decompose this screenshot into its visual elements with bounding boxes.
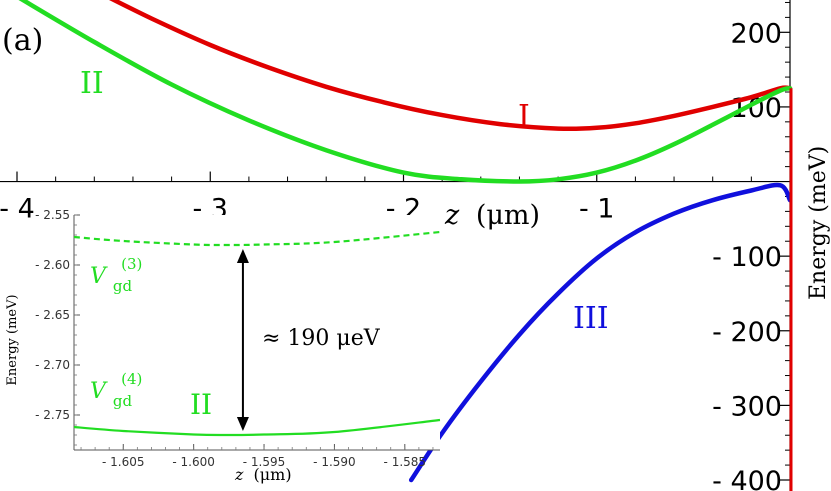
energy-gap-arrow-head-top: [236, 249, 249, 263]
inset-background: [74, 215, 440, 450]
inset-x-tick-label: - 1.605: [102, 455, 145, 469]
inset-curve-label-II: II: [190, 388, 212, 421]
main-y-tick-label: - 300: [712, 391, 782, 422]
label-vgd3-main: V: [90, 264, 108, 289]
inset-y-tick-label: - 2.65: [35, 308, 70, 322]
curve-label-I: I: [518, 99, 530, 134]
label-vgd3-sub: gd: [113, 277, 133, 295]
label-vgd4: V gd (4): [90, 370, 142, 412]
main-ylabel: Energy (meV): [806, 146, 831, 300]
main-plot: [18, 0, 793, 491]
curve-label-III: III: [573, 301, 609, 336]
inset-y-tick-label: - 2.60: [35, 258, 70, 272]
panel-label: (a): [2, 23, 43, 58]
inset-chart: - 1.605 - 1.600 - 1.595 - 1.590 - 1.585 - 2.5…: [5, 208, 441, 484]
series-II-line: [18, 0, 793, 184]
inset-x-tick-label: - 1.585: [384, 455, 427, 469]
curve-label-II: II: [80, 66, 104, 101]
energy-gap-annotation: [236, 249, 249, 431]
series-III-line: [408, 182, 793, 483]
inset-series-vgd4-line: [73, 418, 441, 437]
main-xlabel: z (μm): [444, 200, 540, 231]
main-xlabel-unit: (μm): [476, 200, 540, 231]
inset-xlabel-unit: (μm): [254, 465, 292, 484]
inset-axes: - 1.605 - 1.600 - 1.595 - 1.590 - 1.585 - 2.5…: [35, 208, 440, 469]
main-y-tick-label: - 400: [712, 466, 782, 491]
label-vgd3: V gd (3): [90, 255, 142, 297]
inset-y-tick-label: - 2.70: [35, 358, 70, 372]
inset-x-tick-label: - 1.595: [243, 455, 286, 469]
inset-y-tick-label: - 2.75: [35, 408, 70, 422]
inset-y-tick-label: - 2.55: [35, 208, 70, 222]
main-y-tick-label: - 200: [712, 317, 782, 348]
main-x-tick-label: - 1: [579, 194, 615, 225]
inset-xlabel-var: z: [234, 465, 244, 484]
energy-gap-arrow-head-bottom: [236, 417, 249, 431]
inset-x-tick-label: - 1.590: [313, 455, 356, 469]
inset-x-tick-label: - 1.600: [172, 455, 215, 469]
main-y-tick-label: 200: [730, 18, 782, 49]
main-y-tick-label: - 100: [712, 242, 782, 273]
inset-plot: [73, 230, 441, 437]
inset-xlabel: z (μm): [234, 465, 292, 484]
label-vgd4-sup: (4): [121, 370, 142, 388]
main-x-tick-label: - 4: [0, 194, 35, 225]
inset-series-vgd3-line: [73, 230, 441, 247]
series-I-line: [108, 0, 793, 132]
label-vgd4-sub: gd: [113, 392, 133, 410]
main-xlabel-var: z: [444, 200, 460, 231]
energy-gap-label: ≈ 190 μeV: [262, 326, 381, 351]
label-vgd3-sup: (3): [121, 255, 142, 273]
label-vgd4-main: V: [90, 379, 108, 404]
inset-ylabel: Energy (meV): [5, 294, 20, 385]
